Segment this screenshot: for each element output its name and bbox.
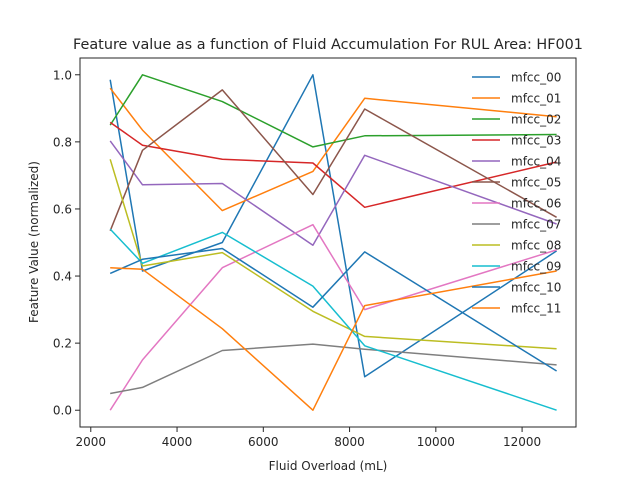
legend-entry: mfcc_01 (511, 92, 561, 106)
legend-entry: mfcc_04 (511, 155, 561, 169)
legend-entry: mfcc_11 (511, 302, 561, 316)
plot-frame (79, 57, 577, 428)
legend-entry: mfcc_03 (511, 134, 561, 148)
series-line-mfcc-07 (110, 343, 557, 395)
y-tick-label: 0.8 (53, 135, 72, 149)
series-line-mfcc-00 (109, 74, 558, 378)
legend-entry: mfcc_09 (511, 260, 561, 274)
x-axis-label: Fluid Overload (mL) (269, 459, 388, 473)
y-tick-label: 0.6 (53, 202, 72, 216)
x-tick-label: 12000 (503, 435, 541, 449)
tick-labels: 2000 4000 6000 8000 10000 12000 0.0 0.2 0.4 0.6 0.… (53, 68, 541, 449)
y-tick-label: 0.2 (53, 337, 72, 351)
y-tick-label: 0.4 (53, 270, 72, 284)
series-line-mfcc-11 (110, 266, 557, 411)
series-line-mfcc-09 (109, 228, 557, 411)
series-line-mfcc-03 (109, 121, 557, 209)
series-line-mfcc-02 (109, 74, 557, 148)
series-line-mfcc-10 (109, 247, 557, 372)
legend-entry: mfcc_05 (511, 176, 561, 190)
legend-entry: mfcc_10 (511, 281, 561, 295)
series-line-mfcc-08 (109, 159, 557, 350)
series-lines (109, 74, 558, 411)
legend-entry: mfcc_06 (511, 197, 561, 211)
tick-marks (75, 74, 523, 432)
x-tick-label: 10000 (417, 435, 455, 449)
legend-entry: mfcc_00 (511, 71, 561, 85)
x-tick-label: 6000 (248, 435, 279, 449)
x-tick-label: 2000 (76, 435, 107, 449)
legend-entry: mfcc_02 (511, 113, 561, 127)
legend-entry: mfcc_07 (511, 218, 561, 232)
series-line-mfcc-05 (109, 89, 557, 232)
legend: mfcc_00 mfcc_01 mfcc_02 mfcc_03 mfcc_04 mfcc_… (472, 71, 561, 316)
x-tick-label: 8000 (334, 435, 365, 449)
series-line-mfcc-01 (109, 87, 557, 212)
y-axis-label: Feature Value (normalized) (27, 161, 41, 323)
y-tick-label: 0.0 (53, 404, 72, 418)
series-line-mfcc-04 (109, 140, 557, 246)
series-line-mfcc-06 (109, 223, 557, 411)
y-tick-label: 1.0 (53, 68, 72, 82)
x-tick-label: 4000 (162, 435, 193, 449)
legend-entry: mfcc_08 (511, 239, 561, 253)
chart-title: Feature value as a function of Fluid Acc… (73, 37, 583, 53)
